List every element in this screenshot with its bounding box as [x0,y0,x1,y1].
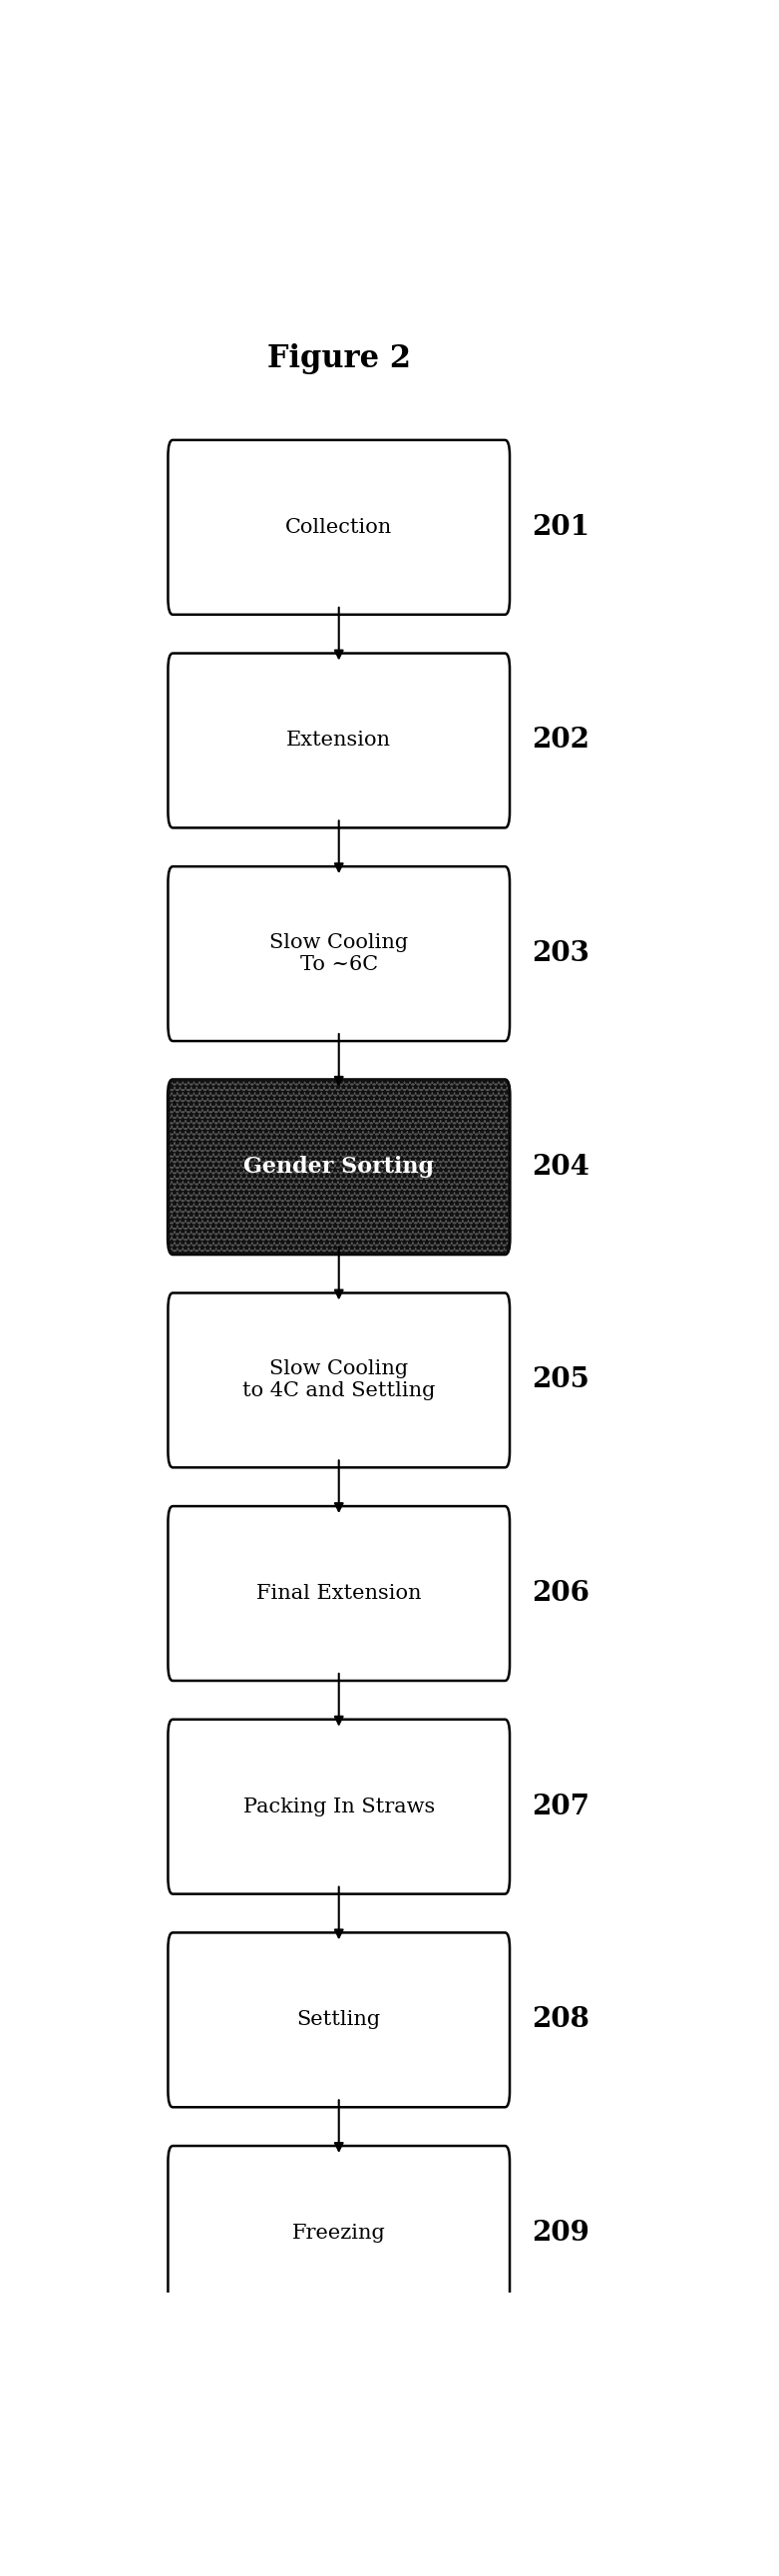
FancyBboxPatch shape [168,2146,509,2321]
Text: Slow Cooling
to 4C and Settling: Slow Cooling to 4C and Settling [242,1360,435,1401]
Text: Freezing: Freezing [292,2223,386,2244]
Text: 203: 203 [532,940,590,966]
FancyBboxPatch shape [168,440,509,616]
Text: 204: 204 [532,1154,590,1180]
Text: 201: 201 [532,513,590,541]
Text: 205: 205 [532,1368,590,1394]
Text: 202: 202 [532,726,590,755]
Text: Packing In Straws: Packing In Straws [243,1798,435,1816]
Text: Collection: Collection [285,518,393,536]
Text: Slow Cooling
To ~6C: Slow Cooling To ~6C [270,933,408,974]
Text: 206: 206 [532,1579,590,1607]
Text: Extension: Extension [287,732,391,750]
FancyBboxPatch shape [168,1079,509,1255]
FancyBboxPatch shape [168,1507,509,1680]
Text: Final Extension: Final Extension [256,1584,421,1602]
FancyBboxPatch shape [168,1932,509,2107]
Text: Figure 2: Figure 2 [267,343,411,374]
FancyBboxPatch shape [168,1293,509,1468]
Text: Settling: Settling [297,2009,381,2030]
Text: 207: 207 [532,1793,590,1821]
FancyBboxPatch shape [168,866,509,1041]
Text: 209: 209 [532,2221,590,2246]
FancyBboxPatch shape [168,654,509,827]
FancyBboxPatch shape [168,1718,509,1893]
Text: Gender Sorting: Gender Sorting [244,1157,434,1177]
Text: 208: 208 [532,2007,590,2032]
